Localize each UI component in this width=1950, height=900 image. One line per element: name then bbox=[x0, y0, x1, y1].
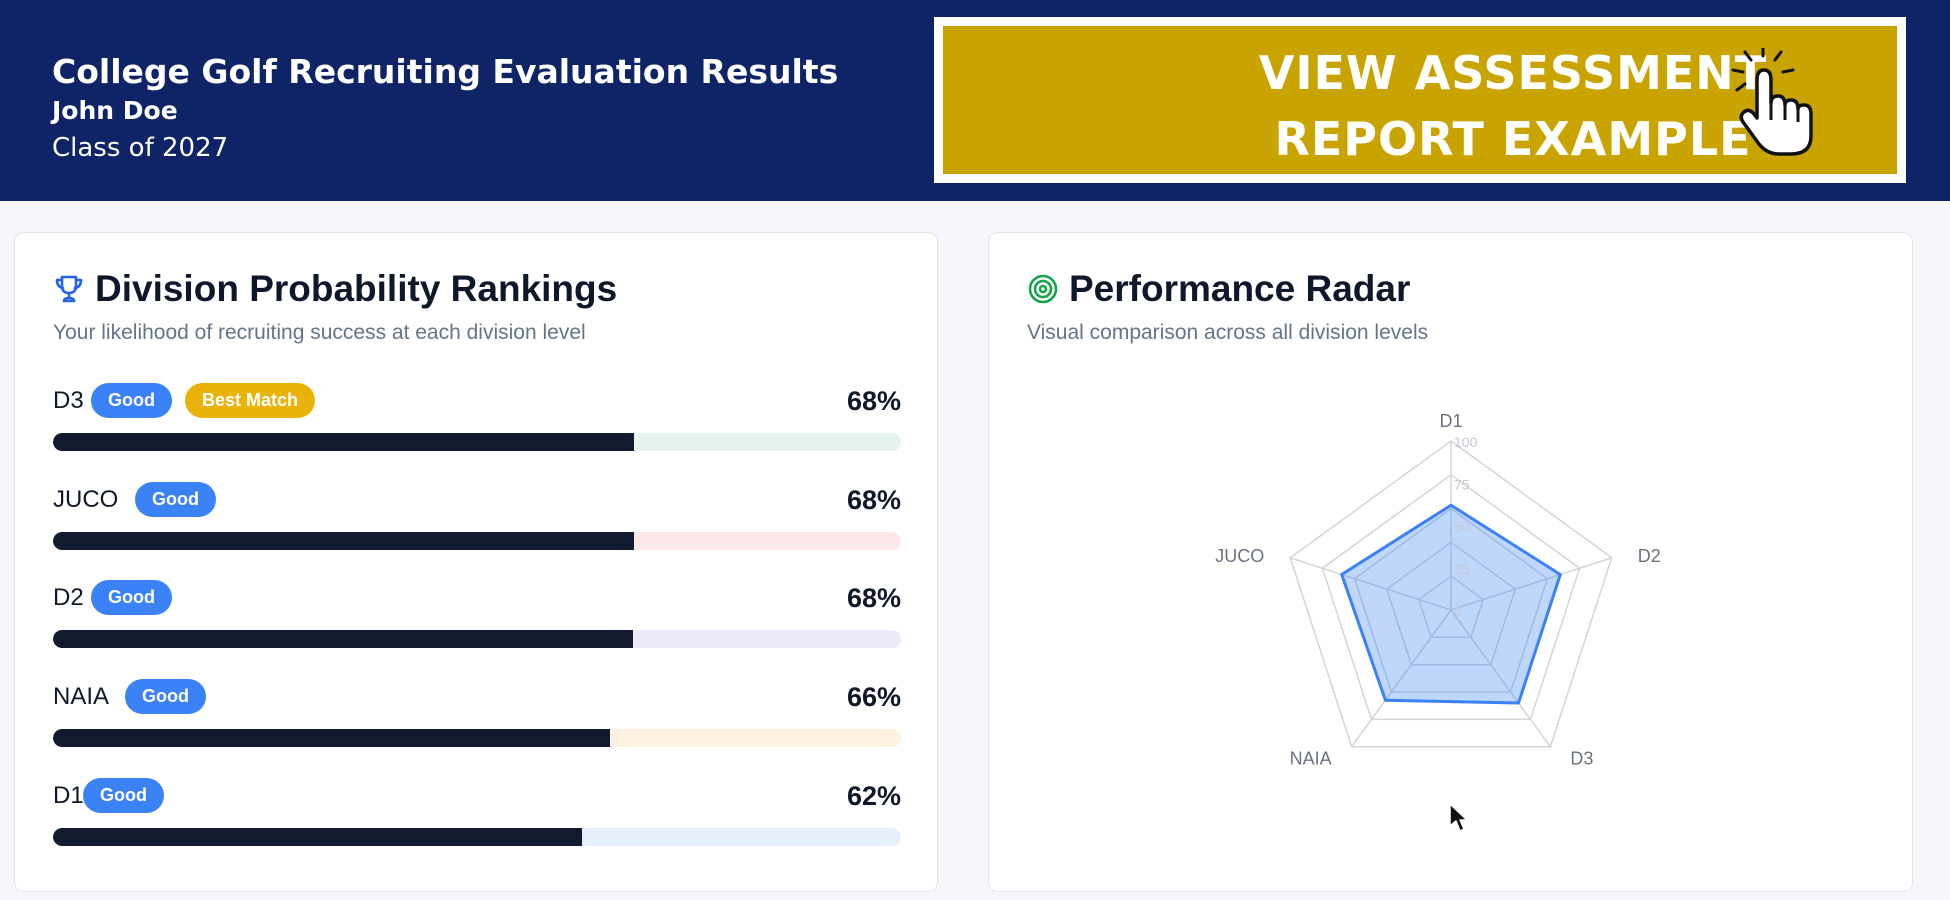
radar-series-area bbox=[1342, 505, 1561, 703]
page-title: College Golf Recruiting Evaluation Resul… bbox=[52, 52, 838, 91]
ranking-row-d3: D3 Good Best Match 68% bbox=[53, 383, 901, 453]
radar-tick-label: 50 bbox=[1454, 519, 1470, 535]
radar-tick-label: 100 bbox=[1454, 434, 1478, 450]
header-bar: College Golf Recruiting Evaluation Resul… bbox=[0, 0, 1950, 201]
performance-radar-card: Performance Radar Visual comparison acro… bbox=[988, 232, 1913, 892]
probability-bar-fill bbox=[53, 630, 633, 648]
cta-banner[interactable]: VIEW ASSESSMENT REPORT EXAMPLE bbox=[943, 26, 1897, 174]
probability-bar-track bbox=[53, 630, 901, 648]
division-rankings-card: Division Probability Rankings Your likel… bbox=[14, 232, 938, 892]
radar-axis-label: NAIA bbox=[1290, 749, 1332, 769]
trophy-icon bbox=[53, 273, 85, 305]
view-assessment-report-button[interactable]: VIEW ASSESSMENT REPORT EXAMPLE bbox=[934, 17, 1906, 183]
pointer-hand-click-icon bbox=[1723, 48, 1823, 158]
mouse-cursor-icon bbox=[1448, 802, 1470, 834]
radar-axis-label: D1 bbox=[1439, 411, 1462, 431]
probability-bar-track bbox=[53, 532, 901, 550]
division-label: D1 bbox=[53, 778, 84, 814]
radar-tick-label: 75 bbox=[1454, 476, 1470, 492]
ranking-row-juco: JUCO Good 68% bbox=[53, 482, 901, 552]
radar-tick-label: 25 bbox=[1454, 561, 1470, 577]
status-badge: Good bbox=[83, 778, 164, 813]
probability-value: 68% bbox=[847, 383, 901, 419]
ranking-row-d2: D2 Good 68% bbox=[53, 580, 901, 650]
probability-value: 68% bbox=[847, 580, 901, 616]
status-badge: Good bbox=[91, 580, 172, 615]
probability-value: 62% bbox=[847, 778, 901, 814]
ranking-row-d1: D1 Good 62% bbox=[53, 778, 901, 848]
student-name: John Doe bbox=[52, 96, 178, 125]
radar-axis-label: D3 bbox=[1570, 749, 1593, 769]
rankings-subtitle: Your likelihood of recruiting success at… bbox=[53, 321, 586, 345]
status-badge: Good bbox=[91, 383, 172, 418]
radar-tick-label: 0 bbox=[1454, 603, 1462, 619]
probability-bar-fill bbox=[53, 433, 634, 451]
radar-axis-label: D2 bbox=[1638, 546, 1661, 566]
rankings-title: Division Probability Rankings bbox=[95, 268, 617, 310]
probability-value: 66% bbox=[847, 679, 901, 715]
probability-bar-track bbox=[53, 433, 901, 451]
division-label: JUCO bbox=[53, 482, 118, 518]
class-year: Class of 2027 bbox=[52, 133, 228, 163]
probability-bar-fill bbox=[53, 532, 634, 550]
probability-bar-fill bbox=[53, 729, 610, 747]
radar-axis-label: JUCO bbox=[1215, 546, 1264, 566]
probability-bar-track bbox=[53, 828, 901, 846]
ranking-row-naia: NAIA Good 66% bbox=[53, 679, 901, 749]
division-label: D3 bbox=[53, 383, 84, 419]
division-label: NAIA bbox=[53, 679, 109, 715]
probability-bar-fill bbox=[53, 828, 582, 846]
performance-radar-chart: 0 25 50 75 100 D1 D2 D3 NAIA JUCO bbox=[989, 233, 1914, 893]
probability-value: 68% bbox=[847, 482, 901, 518]
best-match-badge: Best Match bbox=[185, 383, 315, 418]
probability-bar-track bbox=[53, 729, 901, 747]
status-badge: Good bbox=[125, 679, 206, 714]
division-label: D2 bbox=[53, 580, 84, 616]
status-badge: Good bbox=[135, 482, 216, 517]
